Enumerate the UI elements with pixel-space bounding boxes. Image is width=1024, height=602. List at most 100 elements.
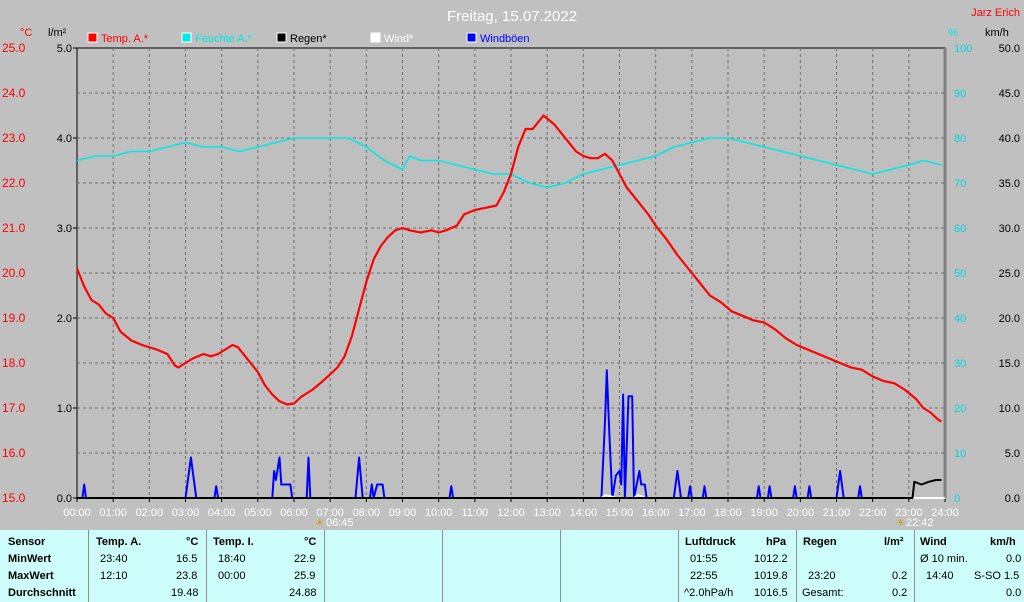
humidity-tick-label: 0	[954, 493, 960, 505]
legend-label: Regen*	[290, 33, 327, 45]
series-line	[77, 479, 942, 499]
wind-tick-label: 0.0	[1005, 493, 1020, 505]
x-tick-label: 05:00	[244, 507, 272, 519]
wind-tick-label: 40.0	[999, 133, 1020, 145]
x-tick-label: 21:00	[823, 507, 851, 519]
temp-tick-label: 22.0	[2, 176, 26, 190]
temp-i-unit: °C	[304, 536, 317, 548]
wind-tick-label: 35.0	[999, 178, 1020, 190]
series-layer	[75, 114, 945, 499]
wind-tick-label: 5.0	[1005, 448, 1020, 460]
chart-title: Freitag, 15.07.2022	[447, 8, 577, 25]
wind-tick-label: 45.0	[999, 88, 1020, 100]
legend-label: Wind*	[384, 33, 414, 45]
temp-tick-label: 24.0	[2, 86, 26, 100]
sunrise-time: 06:45	[326, 517, 354, 529]
temp-a-header: Temp. A.	[96, 536, 142, 548]
temp-a-unit: °C	[186, 536, 199, 548]
rain-total-value: 0.2	[892, 587, 908, 599]
temp-a-min-value: 16.5	[176, 553, 198, 565]
pressure-min-value: 1012.2	[754, 553, 788, 565]
y-axis-ticks: 25.0 24.0 23.0 22.0 21.0 20.0 19.0 18.0 17.0 16.0…	[2, 41, 1020, 505]
humidity-tick-label: 10	[954, 448, 966, 460]
wind-unit: km/h	[990, 536, 1016, 548]
humidity-tick-label: 30	[954, 358, 966, 370]
humidity-tick-label: 60	[954, 223, 966, 235]
x-tick-label: 01:00	[99, 507, 127, 519]
pressure-min-time: 01:55	[690, 553, 718, 565]
divider	[796, 530, 797, 602]
x-tick-label: 06:00	[280, 507, 308, 519]
temp-i-header: Temp. I.	[213, 536, 254, 548]
humidity-tick-label: 40	[954, 313, 966, 325]
temp-tick-label: 15.0	[2, 491, 26, 505]
temp-tick-label: 16.0	[2, 446, 26, 460]
row-label-avg: Durchschnitt	[8, 587, 76, 599]
wind-average-3: 0.0	[1006, 587, 1022, 599]
x-tick-label: 23:00	[895, 507, 923, 519]
sunrise-icon: ☀	[315, 518, 324, 529]
rain-unit: l/m²	[884, 536, 904, 548]
temp-tick-label: 18.0	[2, 356, 26, 370]
x-tick-label: 14:00	[570, 507, 598, 519]
temp-tick-label: 20.0	[2, 266, 26, 280]
temp-tick-label: 23.0	[2, 131, 26, 145]
humidity-tick-label: 90	[954, 88, 966, 100]
rain-tick-label: 1.0	[57, 403, 72, 415]
humidity-axis-unit: %	[948, 27, 958, 39]
pressure-average: 1016.5	[754, 587, 788, 599]
sensor-header: Sensor	[8, 536, 46, 548]
wind-max-time: 14:40	[926, 570, 954, 582]
temp-axis-unit: °C	[20, 27, 32, 39]
sunrise-marker: ☀ 06:45	[315, 517, 354, 529]
rain-max-time: 23:20	[808, 570, 836, 582]
wind-tick-label: 20.0	[999, 313, 1020, 325]
pressure-max-time: 22:55	[690, 570, 718, 582]
temp-a-max-time: 12:10	[100, 570, 128, 582]
wind-axis-unit: km/h	[985, 27, 1009, 39]
divider	[88, 530, 89, 602]
pressure-trend: ^2.0hPa/h	[684, 587, 734, 599]
divider	[914, 530, 915, 602]
series-line	[76, 137, 942, 189]
wind-tick-label: 25.0	[999, 268, 1020, 280]
x-tick-label: 12:00	[497, 507, 525, 519]
temp-tick-label: 17.0	[2, 401, 26, 415]
x-tick-label: 00:00	[63, 507, 91, 519]
x-tick-label: 09:00	[389, 507, 417, 519]
stats-table: Sensor MinWert MaxWert Durchschnitt Temp…	[0, 530, 1024, 602]
sunset-time: 22:42	[906, 517, 934, 529]
x-tick-label: 02:00	[136, 507, 164, 519]
x-tick-label: 10:00	[425, 507, 453, 519]
legend-label: Temp. A.*	[101, 33, 149, 45]
station-name: Jarz Erich	[971, 7, 1020, 19]
x-tick-label: 15:00	[606, 507, 634, 519]
legend-label: Feuchte A.*	[195, 33, 253, 45]
wind-tick-label: 10.0	[999, 403, 1020, 415]
rain-max-value: 0.2	[892, 570, 908, 582]
sunset-icon: ☀	[896, 518, 905, 529]
rain-tick-label: 4.0	[57, 133, 72, 145]
x-tick-label: 22:00	[859, 507, 887, 519]
temp-i-min-time: 18:40	[218, 553, 246, 565]
humidity-tick-label: 80	[954, 133, 966, 145]
series-line	[75, 114, 942, 423]
x-tick-label: 20:00	[787, 507, 815, 519]
rain-total-label: Gesamt:	[802, 587, 844, 599]
x-tick-label: 13:00	[533, 507, 561, 519]
humidity-tick-label: 50	[954, 268, 966, 280]
x-tick-label: 08:00	[353, 507, 381, 519]
temp-i-max-time: 00:00	[218, 570, 246, 582]
x-tick-label: 03:00	[172, 507, 200, 519]
divider	[206, 530, 207, 602]
legend-swatch	[181, 32, 192, 43]
x-tick-label: 19:00	[750, 507, 778, 519]
rain-axis-unit: l/m²	[48, 27, 67, 39]
x-tick-label: 07:00	[316, 507, 344, 519]
chart-legend: Temp. A.* Feuchte A.* Regen* Wind* Windböen	[87, 32, 530, 45]
humidity-tick-label: 20	[954, 403, 966, 415]
divider	[324, 530, 325, 602]
temp-a-average: 19.48	[171, 587, 199, 599]
wind-tick-label: 15.0	[999, 358, 1020, 370]
weather-chart: Freitag, 15.07.2022 Jarz Erich °C l/m² %…	[2, 7, 1020, 529]
